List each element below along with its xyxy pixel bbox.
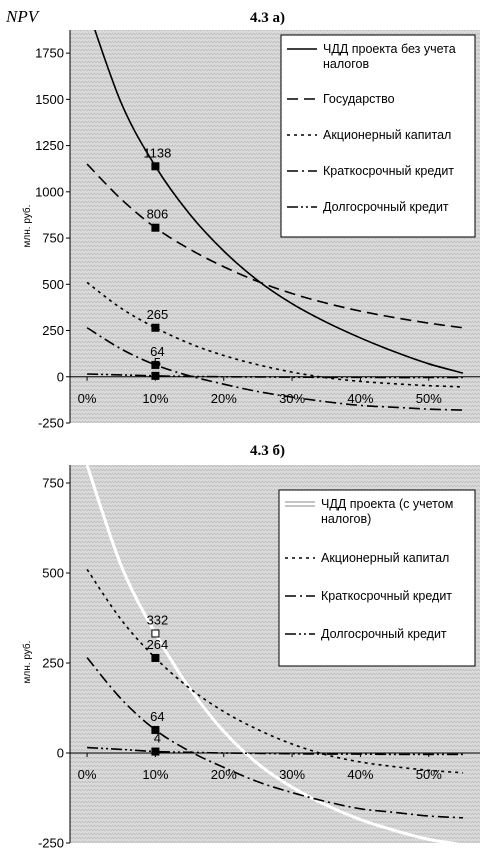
y-tick-label: 1000 — [35, 184, 64, 199]
series-line — [85, 465, 462, 843]
chart-title: 4.3 а) — [250, 10, 285, 26]
y-tick-label: 0 — [57, 369, 64, 384]
data-point — [151, 223, 160, 232]
data-label: 332 — [147, 612, 169, 627]
data-label: 264 — [147, 637, 169, 652]
legend-label: Акционерный капитал — [323, 128, 451, 142]
series-group — [85, 465, 463, 843]
data-point — [151, 747, 160, 756]
legend: ЧДД проекта без учета налогов Государство А… — [280, 34, 476, 238]
y-tick-label: 750 — [42, 231, 64, 246]
x-tick-label: 30% — [279, 767, 305, 782]
y-tick-label: 750 — [42, 476, 64, 491]
x-tick-label: 0% — [78, 391, 97, 406]
data-label: 806 — [147, 207, 169, 222]
x-tick-label: 50% — [416, 767, 442, 782]
data-point — [151, 371, 160, 380]
data-label: 1138 — [143, 145, 171, 160]
y-tick-label: 0 — [57, 746, 64, 761]
legend-label: Краткосрочный кредит — [323, 164, 454, 178]
x-tick-label: 20% — [211, 391, 237, 406]
legend-label: ЧДД проекта (с учетом налогов) — [321, 497, 453, 526]
legend-label: Долгосрочный кредит — [321, 627, 447, 641]
y-tick-label: -250 — [38, 836, 64, 851]
chart-a: 4.3 а) млн. руб. -250 0 250 500 750 1000 1250 150… — [21, 10, 480, 431]
data-label: 4 — [154, 731, 161, 746]
y-tick-label: 1500 — [35, 92, 64, 107]
x-tick-label: 30% — [279, 391, 305, 406]
y-tick-label: 1750 — [35, 46, 64, 61]
x-tick-label: 20% — [211, 767, 237, 782]
data-label: 5 — [154, 355, 161, 370]
data-point — [151, 323, 160, 332]
chart-title: 4.3 б) — [250, 443, 285, 459]
x-tick-label: 10% — [142, 391, 168, 406]
x-tick-label: 10% — [142, 767, 168, 782]
legend-label: Долгосрочный кредит — [323, 200, 449, 214]
y-axis-label: млн. руб. — [21, 641, 33, 684]
y-tick-label: 500 — [42, 277, 64, 292]
y-axis-label: млн. руб. — [21, 205, 33, 248]
y-tick-label: 1250 — [35, 138, 64, 153]
npv-corner-label: NPV — [5, 7, 41, 26]
x-tick-label: 40% — [347, 391, 373, 406]
x-tick-label: 40% — [347, 767, 373, 782]
x-tick-label: 0% — [78, 767, 97, 782]
data-point — [151, 629, 160, 638]
legend-label: Государство — [323, 92, 395, 106]
series-line — [87, 746, 463, 756]
legend-label: Акционерный капитал — [321, 551, 449, 565]
legend: ЧДД проекта (с учетом налогов) Акционерный… — [278, 489, 476, 667]
data-point — [151, 162, 160, 171]
data-label: 64 — [150, 709, 164, 724]
legend-label: ЧДД проекта без учета налогов — [323, 42, 456, 71]
data-point — [151, 360, 160, 369]
chart-b: 4.3 б) млн. руб. -250 0 250 500 750 0% 10% 20% 30%… — [21, 443, 480, 851]
legend-label: Краткосрочный кредит — [321, 589, 452, 603]
data-label: 265 — [147, 307, 169, 322]
y-tick-label: 500 — [42, 566, 64, 581]
series-line — [87, 373, 463, 379]
legend-box — [278, 489, 476, 667]
series-line — [86, 657, 463, 819]
y-tick-label: 250 — [42, 323, 64, 338]
series-line — [94, 30, 464, 374]
data-label: 64 — [150, 344, 164, 359]
y-tick-label: 250 — [42, 656, 64, 671]
data-point — [151, 653, 160, 662]
data-point — [151, 725, 160, 734]
legend-box — [280, 34, 476, 238]
x-tick-label: 50% — [416, 391, 442, 406]
series-line — [86, 327, 463, 411]
y-tick-label: -250 — [38, 416, 64, 431]
